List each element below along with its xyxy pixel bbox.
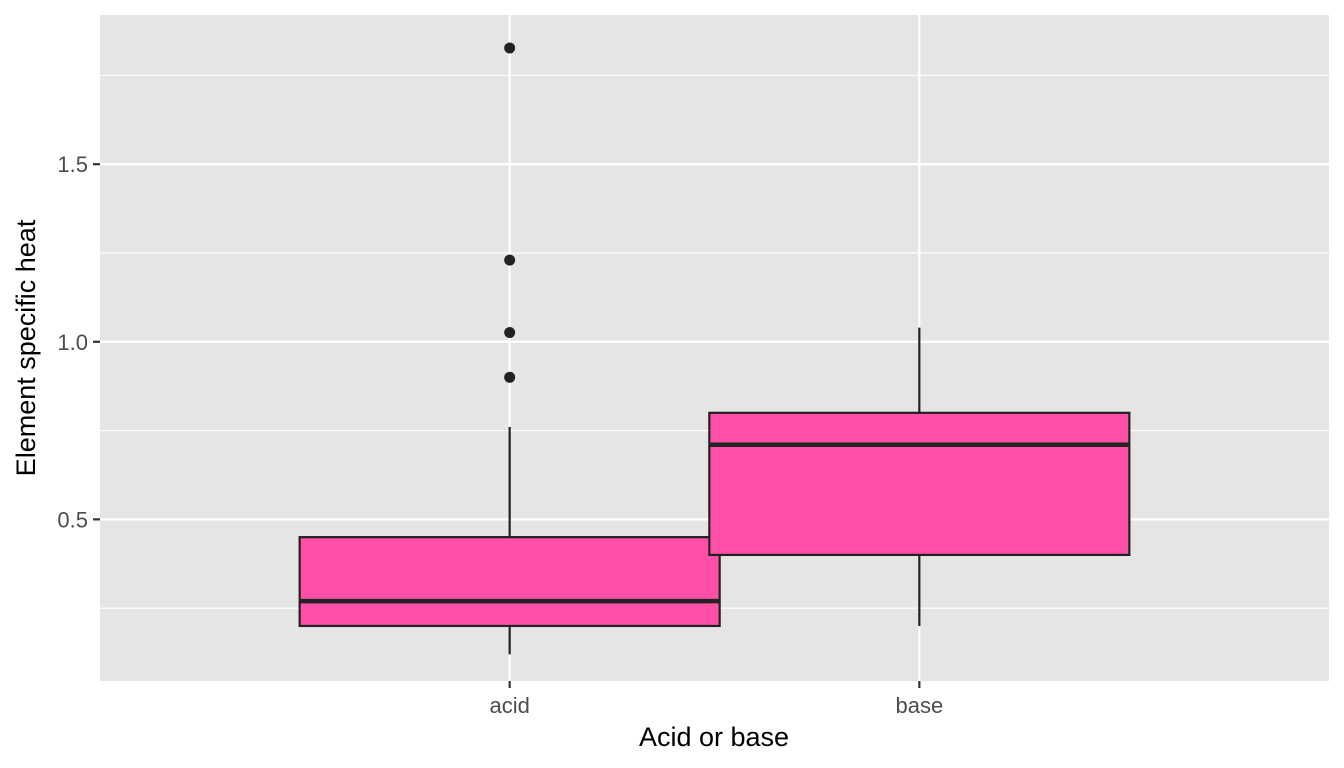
box-iqr: [708, 411, 1131, 557]
boxes: [298, 42, 1131, 655]
x-axis-title: Acid or base: [639, 722, 789, 752]
outlier-point: [504, 254, 516, 266]
y-tick-label: 1.0: [57, 330, 88, 355]
y-tick-label: 1.5: [57, 152, 88, 177]
y-tick-label: 0.5: [57, 507, 88, 532]
box-group-base: [708, 327, 1131, 626]
x-axis: acid base: [489, 681, 943, 718]
box-iqr: [298, 536, 721, 628]
y-axis: 0.5 1.0 1.5: [57, 152, 100, 532]
outlier-point: [504, 327, 516, 339]
box-group-acid: [298, 42, 721, 655]
outlier-point: [504, 42, 516, 54]
y-axis-title: Element specific heat: [11, 219, 41, 476]
outlier-point: [504, 371, 516, 383]
x-tick-label: acid: [489, 693, 529, 718]
x-tick-label: base: [895, 693, 943, 718]
